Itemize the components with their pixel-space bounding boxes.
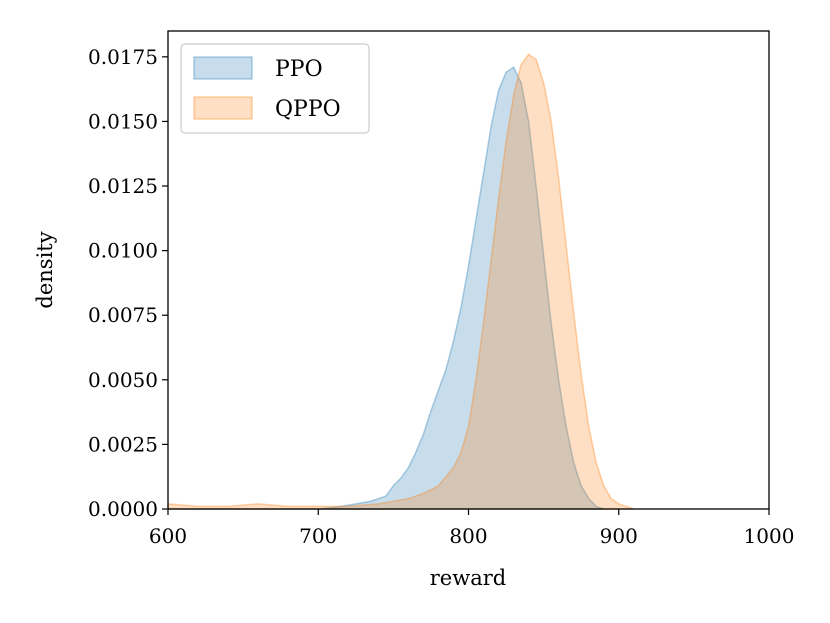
y-tick-label: 0.0175	[88, 45, 158, 69]
y-tick-label: 0.0075	[88, 303, 158, 327]
y-tick-label: 0.0050	[88, 368, 158, 392]
legend: PPO QPPO	[180, 43, 370, 134]
density-area-ppo	[167, 66, 605, 510]
y-axis-ticks: 0.0000 0.0025 0.0050 0.0075 0.0100 0.0125 0.01…	[88, 45, 168, 521]
y-tick-label: 0.0100	[88, 239, 158, 263]
x-tick-label: 900	[600, 524, 638, 548]
x-axis-ticks: 600 700 800 900 1000	[149, 509, 795, 548]
x-tick-label: 600	[149, 524, 187, 548]
legend-box	[180, 43, 370, 134]
y-tick-label: 0.0025	[88, 432, 158, 456]
y-tick-label: 0.0000	[88, 497, 158, 521]
legend-swatch-qppo	[193, 96, 253, 120]
y-axis-title: density	[33, 231, 57, 308]
legend-swatch-ppo	[193, 56, 253, 80]
x-tick-label: 1000	[744, 524, 795, 548]
x-tick-label: 700	[299, 524, 337, 548]
x-tick-label: 800	[449, 524, 487, 548]
y-tick-label: 0.0150	[88, 109, 158, 133]
legend-label-ppo: PPO	[275, 57, 323, 82]
y-tick-label: 0.0125	[88, 174, 158, 198]
plot-fills	[167, 53, 635, 510]
x-axis-title: reward	[430, 566, 506, 590]
density-area-qppo	[167, 53, 635, 510]
legend-label-qppo: QPPO	[275, 97, 341, 122]
